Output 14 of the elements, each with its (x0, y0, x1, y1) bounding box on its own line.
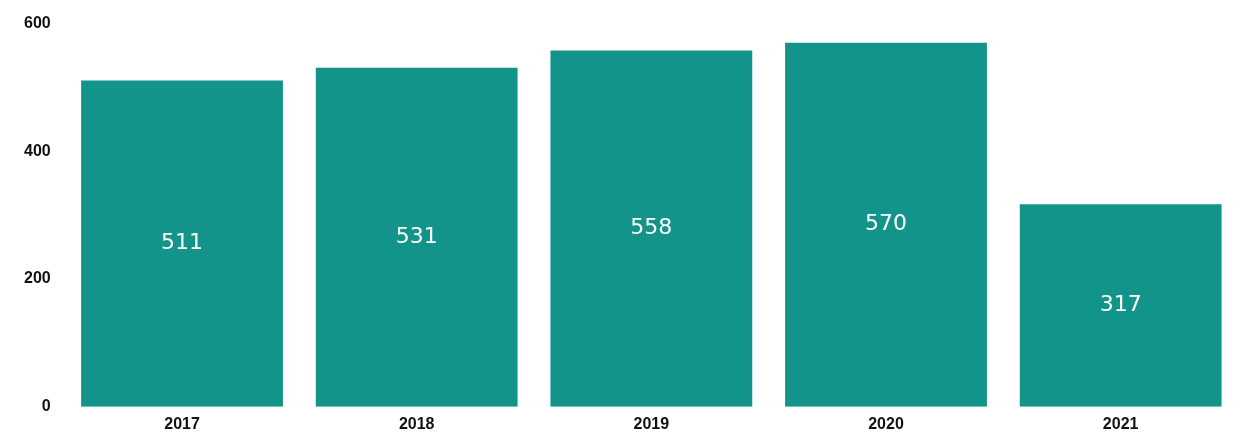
y-tick-label: 600 (23, 14, 51, 32)
data-label: 511 (161, 229, 204, 255)
x-tick-label: 2021 (1102, 414, 1139, 432)
y-tick-label: 0 (41, 397, 51, 415)
x-tick-label: 2017 (164, 414, 200, 432)
data-label: 570 (865, 210, 908, 236)
data-label: 531 (395, 222, 438, 248)
x-tick-label: 2020 (868, 414, 904, 432)
y-tick-label: 200 (23, 269, 51, 287)
x-tick-label: 2018 (398, 414, 435, 432)
data-label: 317 (1099, 291, 1142, 317)
y-tick-label: 400 (23, 141, 51, 159)
data-label: 558 (630, 214, 673, 240)
x-tick-label: 2019 (633, 414, 670, 432)
